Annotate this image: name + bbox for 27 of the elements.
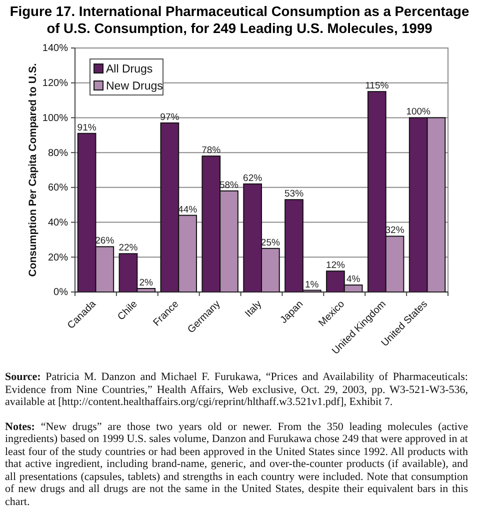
y-tick-label: 20% xyxy=(48,252,68,264)
y-tick-label: 120% xyxy=(42,78,68,90)
data-label: 1% xyxy=(305,279,320,290)
y-tick-label: 80% xyxy=(48,148,68,159)
data-label: 100% xyxy=(406,106,432,118)
data-label: 4% xyxy=(346,274,361,286)
data-label: 22% xyxy=(118,242,138,254)
data-label: 91% xyxy=(77,122,97,134)
source-note: Source: Patricia M. Danzon and Michael F. Furukawa, “Prices and Availability of Pharmaceuticals: Evidence from Nine Countries,” Health Affairs, Web exclusive, Oct. 29, 2003, pp. W3-521-W3-536, available at [http://content.healthaffairs.org/cgi/reprint/hlthaff.w3.521v1.pdf], Exhibit 7. xyxy=(5,371,468,408)
x-tick-label: Italy xyxy=(243,298,264,320)
data-label: 2% xyxy=(139,278,154,289)
legend-label: New Drugs xyxy=(106,80,164,92)
data-label: 12% xyxy=(326,260,346,272)
data-label: 97% xyxy=(160,112,180,123)
data-label: 115% xyxy=(365,80,390,92)
y-axis-title: Consumption Per Capita Compared to U.S. xyxy=(27,63,39,277)
y-tick-label: 60% xyxy=(48,182,68,194)
text: Notes: “New drugs” are those two years old or newer. From the 350 leading molecules (active ingredients) based on 1999 U.S. sales volume, Danzon and Furukawa chose 249 that were approved in at least four of the study countries or had been approved in the United States since 1992. All products with that active ingredient, including brand-name, generic, and over-the-counter products (if available), and all presentations (capsules, tablets) and strengths in each country were included. Note that consumption of new drugs and all drugs are not the same in the United States, despite their equivalent bars in this chart. xyxy=(5,420,468,508)
y-tick-label: 100% xyxy=(42,112,68,124)
data-label: 53% xyxy=(284,188,304,200)
y-tick-label: 40% xyxy=(48,217,68,228)
y-tick-label: 140% xyxy=(42,43,68,54)
data-label: 62% xyxy=(243,172,263,184)
legend-label: All Drugs xyxy=(106,64,153,76)
y-tick-label: 0% xyxy=(54,287,68,298)
data-label: 78% xyxy=(202,145,222,156)
chart-title: Figure 17. International Pharmaceutical Consumption as a Percentage of U.S. Consumption, for 249 Leading U.S. Molecules, 1999 xyxy=(8,3,470,37)
